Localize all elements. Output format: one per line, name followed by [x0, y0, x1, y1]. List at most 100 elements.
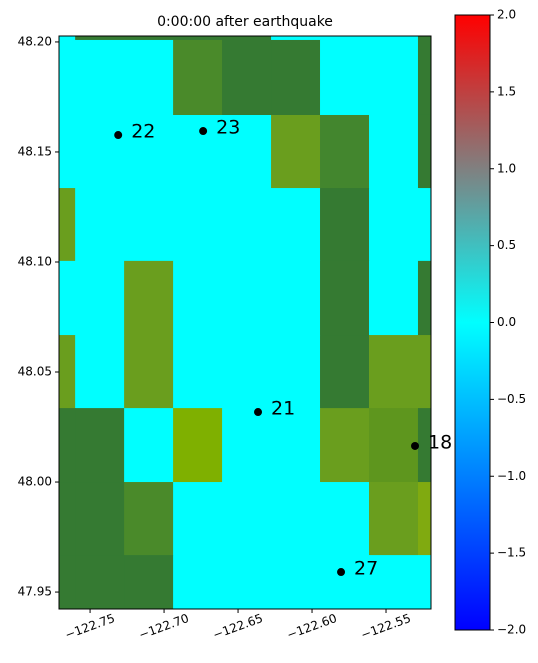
cell	[369, 555, 419, 609]
y-tick-label: 48.10	[18, 254, 52, 268]
cell	[369, 36, 419, 41]
cell	[124, 188, 174, 262]
y-tick-label: 48.05	[18, 365, 52, 379]
x-tick-label: −122.70	[137, 611, 191, 642]
colorbar	[454, 14, 491, 631]
cell	[320, 335, 370, 409]
cell	[369, 114, 419, 189]
cell	[417, 555, 431, 609]
cell	[124, 260, 174, 336]
cell	[173, 408, 223, 483]
gauge-point	[199, 127, 208, 136]
cell	[271, 260, 321, 336]
cell	[75, 555, 125, 609]
x-tick-label: −122.75	[63, 611, 117, 642]
cell	[75, 36, 125, 41]
y-tick-label: 47.95	[18, 585, 52, 599]
colorbar-tick-label: 2.0	[497, 8, 516, 22]
colorbar-tick-label: −1.5	[497, 546, 526, 560]
cell	[320, 260, 370, 336]
gauge-point	[337, 568, 346, 577]
colorbar-tick-label: 0.5	[497, 238, 516, 252]
cell	[320, 188, 370, 262]
cell	[417, 39, 431, 116]
cell	[222, 335, 272, 409]
gauge-point	[254, 408, 263, 417]
cell	[417, 260, 431, 336]
colorbar-tick-label: −2.0	[497, 623, 526, 637]
cell	[417, 114, 431, 189]
colorbar-tick-label: 1.0	[497, 161, 516, 175]
cell	[222, 260, 272, 336]
cell	[59, 39, 76, 116]
cell	[173, 260, 223, 336]
cell	[124, 555, 174, 609]
cell	[173, 114, 223, 189]
cell	[173, 36, 223, 41]
chart-title: 0:00:00 after earthquake	[157, 14, 333, 30]
colorbar-tick-label: −0.5	[497, 392, 526, 406]
cell	[75, 188, 125, 262]
gauge-label: 27	[354, 558, 378, 580]
cell	[59, 482, 76, 556]
x-tick-label: −122.55	[359, 611, 413, 642]
cell	[369, 188, 419, 262]
cell	[173, 188, 223, 262]
cell	[417, 335, 431, 409]
cell	[320, 114, 370, 189]
cell	[124, 114, 174, 189]
cell	[271, 408, 321, 483]
cell	[75, 39, 125, 116]
cell	[320, 36, 370, 41]
cell	[124, 39, 174, 116]
cell	[222, 36, 272, 41]
colorbar-tick-label: 1.5	[497, 84, 516, 98]
cell	[369, 482, 419, 556]
cell	[124, 482, 174, 556]
cell	[271, 555, 321, 609]
cell	[75, 482, 125, 556]
cell	[222, 114, 272, 189]
cell	[271, 36, 321, 41]
colorbar-tick-label: −1.0	[497, 469, 526, 483]
cell	[320, 39, 370, 116]
colorbar-tick-label: 0.0	[497, 315, 516, 329]
cell	[417, 482, 431, 556]
cell	[417, 408, 431, 483]
x-tick-label: −122.65	[211, 611, 265, 642]
cell	[369, 408, 419, 483]
plot-frame	[58, 35, 432, 610]
cell	[417, 188, 431, 262]
cell	[124, 335, 174, 409]
cell	[320, 555, 370, 609]
cell	[173, 335, 223, 409]
cell	[320, 408, 370, 483]
cell	[222, 555, 272, 609]
cell	[59, 408, 76, 483]
cell	[75, 335, 125, 409]
cell	[59, 36, 76, 41]
cell	[173, 482, 223, 556]
cell	[124, 408, 174, 483]
y-tick-label: 48.20	[18, 34, 52, 48]
cell	[271, 188, 321, 262]
cell	[369, 39, 419, 116]
gauge-label: 22	[131, 121, 155, 143]
gauge-label: 21	[271, 398, 295, 420]
cell	[59, 335, 76, 409]
cell	[59, 188, 76, 262]
gauge-label: 23	[216, 117, 240, 139]
cell	[271, 335, 321, 409]
cell	[75, 260, 125, 336]
cell	[369, 260, 419, 336]
y-tick-label: 48.15	[18, 144, 52, 158]
cell	[75, 408, 125, 483]
cell	[59, 555, 76, 609]
cell	[222, 482, 272, 556]
gauge-point	[114, 131, 123, 140]
gauge-label: 18	[428, 431, 452, 453]
cell	[222, 39, 272, 116]
y-tick-label: 48.00	[18, 475, 52, 489]
cell	[173, 555, 223, 609]
